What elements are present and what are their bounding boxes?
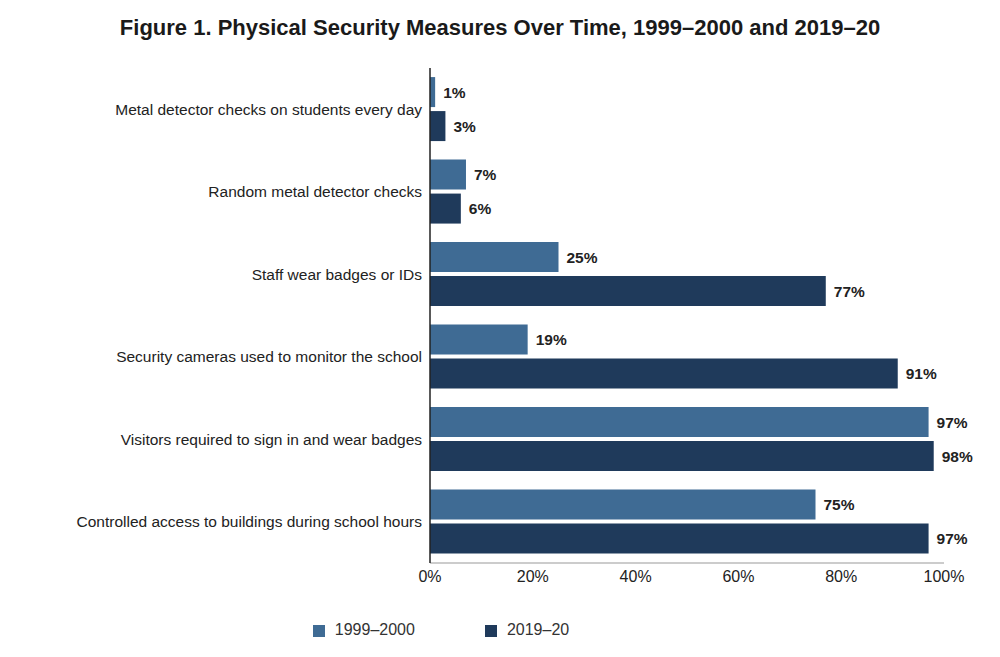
html-text:1999–2000: 1999–2000: [334, 621, 415, 638]
svg-text:25%: 25%: [567, 249, 598, 266]
svg-text:77%: 77%: [834, 283, 865, 300]
svg-text:6%: 6%: [469, 200, 492, 217]
svg-text:Visitors required to sign in a: Visitors required to sign in and wear ba…: [121, 431, 423, 448]
svg-text:60%: 60%: [722, 568, 754, 585]
svg-text:Random metal detector checks: Random metal detector checks: [208, 183, 422, 200]
svg-text:40%: 40%: [620, 568, 652, 585]
svg-text:100%: 100%: [924, 568, 965, 585]
svg-text:1%: 1%: [443, 84, 466, 101]
svg-text:91%: 91%: [906, 365, 937, 382]
svg-text:7%: 7%: [474, 166, 497, 183]
html-text:2019–20: 2019–20: [506, 621, 570, 638]
svg-text:Security cameras used to monit: Security cameras used to monitor the sch…: [116, 348, 422, 365]
svg-text:98%: 98%: [942, 448, 973, 465]
svg-text:19%: 19%: [536, 331, 567, 348]
svg-text:Metal detector checks on stude: Metal detector checks on students every …: [115, 101, 422, 118]
svg-text:0%: 0%: [418, 568, 441, 585]
svg-text:3%: 3%: [453, 118, 476, 135]
svg-text:97%: 97%: [937, 530, 968, 547]
svg-text:80%: 80%: [825, 568, 857, 585]
svg-text:97%: 97%: [937, 414, 968, 431]
html-text:Figure 1. Physical Security Me: Figure 1. Physical Security Measures Ove…: [119, 15, 881, 40]
svg-text:75%: 75%: [824, 496, 855, 513]
svg-text:Staff wear badges or IDs: Staff wear badges or IDs: [252, 266, 423, 283]
svg-text:Controlled access to buildings: Controlled access to buildings during sc…: [76, 513, 422, 530]
svg-text:20%: 20%: [517, 568, 549, 585]
